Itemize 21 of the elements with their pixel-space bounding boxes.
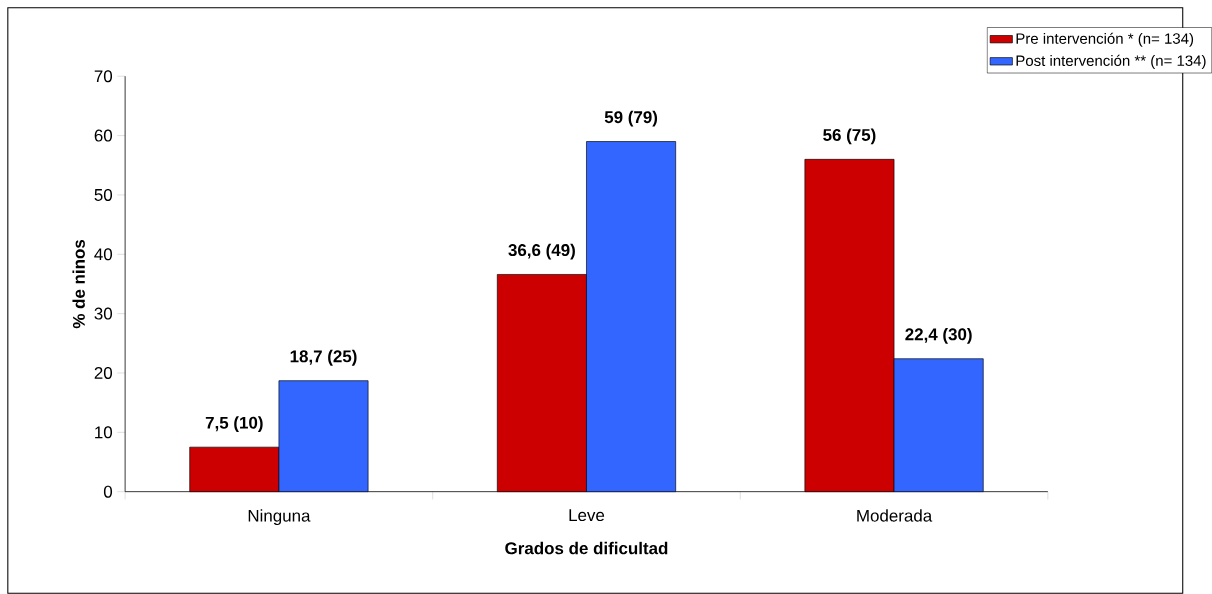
x-tick-label: Moderada [857,509,933,522]
legend-label: Post intervención ** (n= 134) [1016,54,1206,69]
data-label: 56 (75) [823,128,876,145]
data-label: 22,4 (30) [905,327,972,344]
data-label: 7,5 (10) [205,416,263,432]
data-label: 36,6 (49) [508,243,575,260]
y-tick-label: 0 [103,485,113,498]
y-tick-label: 40 [94,248,113,261]
x-tick-label: Leve [569,509,605,521]
y-tick-label: 10 [95,426,113,439]
x-axis-title: Grados de dificultad [505,541,668,555]
x-tick-label: Ninguna [248,509,311,525]
y-tick-label: 60 [94,129,113,142]
y-tick-label: 30 [94,307,113,320]
y-tick-label: 50 [94,188,113,201]
y-tick-label: 20 [94,366,113,379]
data-label: 18,7 (25) [290,349,357,366]
data-label: 59 (79) [604,110,658,127]
y-axis-title: % de ninos [72,239,85,329]
y-tick-label: 70 [94,70,113,83]
legend-label: Pre intervención * (n= 134) [1016,32,1194,47]
